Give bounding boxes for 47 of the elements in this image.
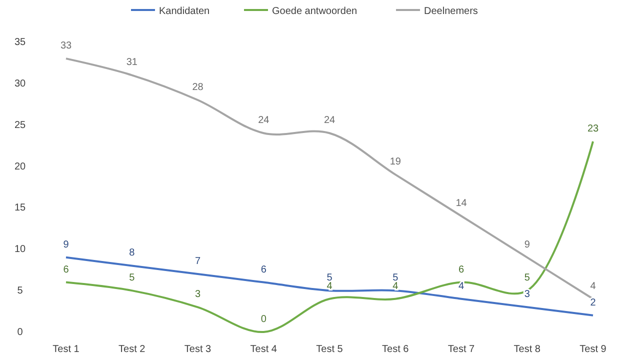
data-label: 6: [63, 264, 70, 276]
legend-label: Deelnemers: [424, 6, 478, 17]
data-label: 5: [129, 272, 136, 284]
x-tick-label: Test 2: [118, 344, 146, 355]
data-label: 6: [260, 264, 267, 276]
data-label: 3: [524, 289, 530, 300]
data-label: 6: [458, 264, 464, 276]
data-label: 24: [258, 115, 270, 126]
data-label: 31: [126, 57, 138, 68]
x-tick-label: Test 7: [448, 344, 476, 355]
data-label: 19: [390, 156, 402, 168]
data-label: 4: [326, 280, 333, 292]
x-tick-label: Test 6: [382, 344, 410, 355]
y-tick-label: 30: [14, 78, 26, 90]
data-label: 23: [587, 123, 599, 134]
x-tick-label: Test 8: [514, 344, 541, 355]
data-label: 3: [194, 289, 201, 300]
line-series: [65, 140, 594, 333]
line-series: [65, 256, 594, 316]
data-label: 5: [524, 272, 530, 284]
data-label: 28: [192, 82, 204, 93]
data-label: 0: [260, 314, 267, 325]
y-tick-label: 10: [14, 244, 26, 256]
data-label: 4: [392, 280, 399, 292]
data-label: 7: [194, 256, 201, 267]
x-tick-label: Test 4: [250, 344, 278, 355]
y-tick-label: 35: [14, 37, 26, 48]
data-label: 4: [458, 280, 464, 292]
y-tick-label: 5: [17, 286, 24, 297]
x-tick-label: Test 5: [316, 344, 344, 355]
y-tick-label: 20: [14, 161, 26, 172]
data-label: 24: [324, 115, 336, 126]
data-label: 4: [590, 280, 596, 292]
legend-label: Kandidaten: [159, 6, 210, 17]
data-label: 14: [456, 198, 468, 209]
x-tick-label: Test 9: [580, 344, 607, 355]
data-label: 2: [590, 297, 596, 308]
data-label: 9: [63, 239, 70, 250]
y-tick-label: 25: [14, 120, 26, 131]
legend-label: Goede antwoorden: [272, 6, 358, 17]
x-tick-label: Test 3: [184, 344, 212, 355]
y-tick-label: 0: [17, 327, 24, 338]
x-tick-label: Test 1: [52, 344, 80, 355]
data-label: 9: [524, 239, 530, 250]
data-label: 8: [129, 248, 136, 259]
data-label: 33: [60, 40, 72, 52]
y-tick-label: 15: [14, 202, 26, 214]
